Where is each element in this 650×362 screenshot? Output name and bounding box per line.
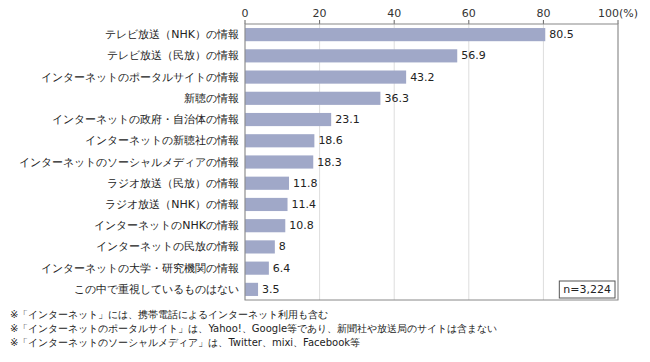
data-label: 11.8 (293, 177, 318, 190)
bar (245, 155, 313, 168)
bar (245, 28, 545, 41)
plot-frame (245, 24, 618, 300)
grid-line (468, 24, 469, 300)
chart: 0 20 40 60 80 100(%) テレビ放送（NHK）の情報テレビ放送（民放）の情報… (0, 0, 650, 362)
tick-mark (543, 20, 544, 24)
category-label: テレビ放送（民放）の情報 (107, 49, 239, 62)
footnote: ※「インターネットのポータルサイト」は、Yahoo!、Google等であり、新聞… (10, 323, 497, 334)
data-label: 6.4 (273, 262, 291, 275)
bar (245, 283, 258, 296)
category-label: インターネットのNHKの情報 (94, 219, 239, 232)
bar (245, 92, 380, 105)
category-label: ラジオ放送（民放）の情報 (107, 177, 239, 190)
category-label: インターネットのポータルサイトの情報 (41, 71, 239, 84)
n-label-text: n=3,224 (563, 283, 611, 296)
grid-line (543, 24, 544, 300)
n-label-box (559, 281, 615, 298)
bar (245, 198, 288, 211)
tick-label: 0 (242, 7, 249, 20)
bar (245, 219, 285, 232)
bar (245, 262, 269, 275)
data-label: 36.3 (384, 92, 409, 105)
n-label: n=3,224 (559, 281, 615, 298)
category-label: テレビ放送（NHK）の情報 (105, 28, 239, 41)
tick-mark (394, 20, 395, 24)
tick-mark (245, 20, 246, 24)
data-label: 18.3 (317, 156, 342, 169)
bar (245, 177, 289, 190)
tick-label: 100(%) (598, 7, 638, 20)
data-label: 11.4 (292, 198, 317, 211)
tick-label: 80 (536, 7, 550, 20)
category-label: インターネットの政府・自治体の情報 (52, 113, 239, 126)
footnote: ※「インターネット」には、携帯電話によるインターネット利用も含む (10, 309, 328, 320)
bars (245, 28, 545, 296)
category-label: インターネットの新聴社の情報 (85, 134, 239, 147)
tick-label: 20 (313, 7, 327, 20)
bar (245, 49, 457, 62)
category-label: インターネットの大学・研究機関の情報 (41, 262, 239, 275)
tick-mark (319, 20, 320, 24)
data-label: 10.8 (289, 219, 314, 232)
bar (245, 134, 314, 147)
tick-label: 40 (387, 7, 401, 20)
data-label: 23.1 (335, 113, 360, 126)
category-label: 新聴の情報 (184, 92, 239, 105)
data-label: 56.9 (461, 49, 486, 62)
category-label: インターネットのソーシャルメディアの情報 (19, 156, 239, 169)
tick-mark (468, 20, 469, 24)
bar (245, 70, 406, 83)
bar (245, 240, 275, 253)
category-label: ラジオ放送（NHK）の情報 (105, 198, 239, 211)
data-label: 8 (279, 240, 286, 253)
data-label: 3.5 (262, 283, 280, 296)
data-label: 43.2 (410, 71, 435, 84)
data-label: 80.5 (549, 28, 574, 41)
footnote: ※「インターネットのソーシャルメディア」は、Twitter、mixi、Faceb… (10, 337, 360, 348)
category-label: この中で重視しているものはない (74, 283, 239, 296)
tick-label: 60 (462, 7, 476, 20)
category-label: インターネットの民放の情報 (96, 240, 239, 253)
data-label: 18.6 (318, 134, 343, 147)
tick-mark (618, 20, 619, 24)
grid-line (394, 24, 395, 300)
bar (245, 113, 331, 126)
